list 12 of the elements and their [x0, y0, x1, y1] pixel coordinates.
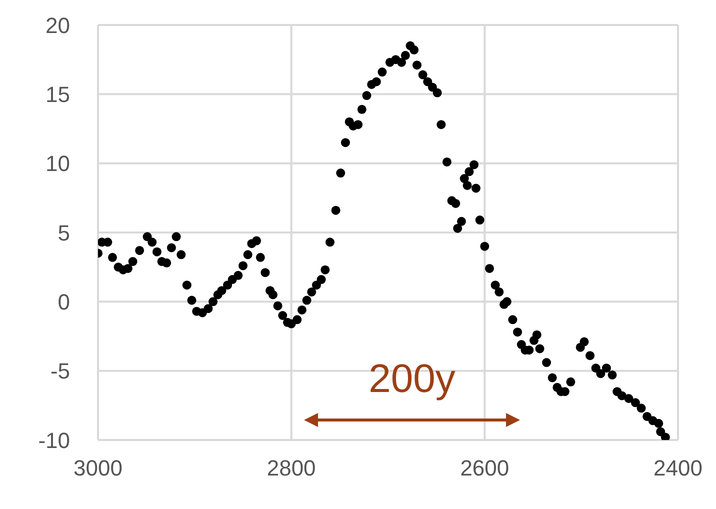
x-tick-label: 3000 [74, 456, 122, 481]
x-tick-label: 2600 [460, 456, 510, 481]
y-tick-label: 10 [46, 151, 70, 176]
y-tick-label: 0 [58, 289, 70, 314]
annotation: 200y [368, 357, 456, 401]
x-tick-label: 2400 [654, 456, 702, 481]
y-tick-label: -10 [38, 428, 70, 453]
y-tick-label: 20 [46, 12, 70, 38]
y-tick-label: 15 [46, 82, 70, 107]
x-tick-label: 2800 [266, 456, 316, 481]
y-tick-label: -5 [50, 358, 70, 384]
y-tick-label: 5 [58, 220, 70, 246]
